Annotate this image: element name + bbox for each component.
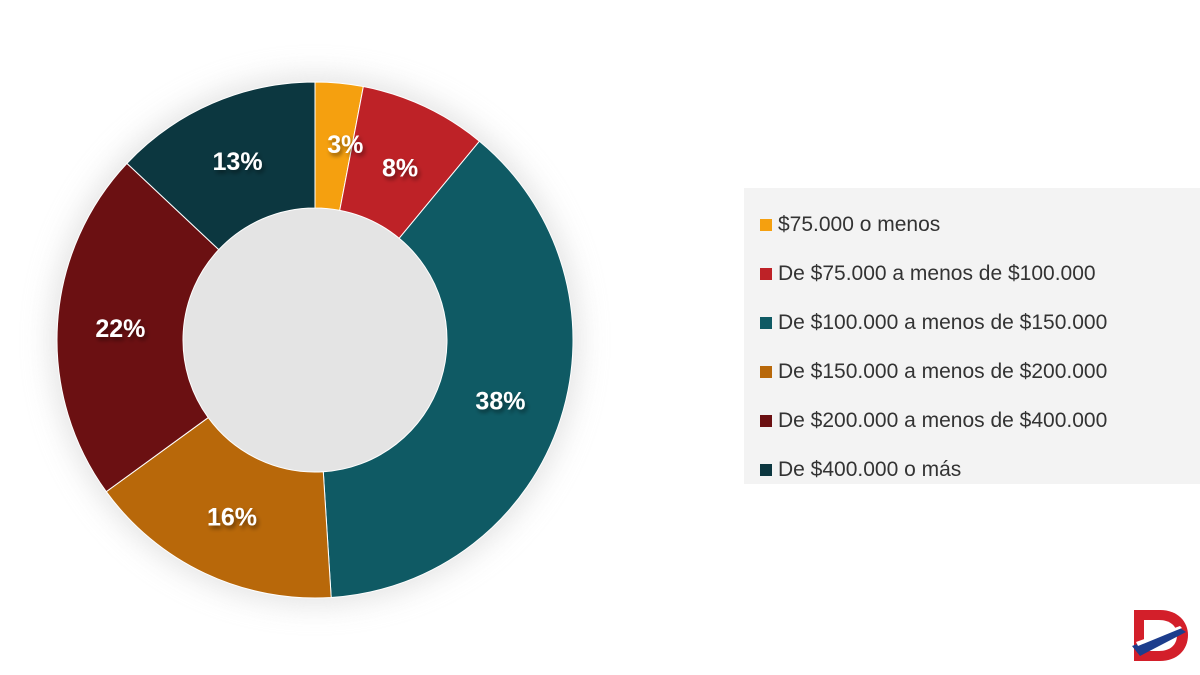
legend-swatch xyxy=(760,218,772,231)
legend: $75.000 o menos De $75.000 a menos de $10… xyxy=(744,188,1200,484)
slices xyxy=(56,81,574,599)
legend-swatch xyxy=(760,267,772,280)
slice-label-4: 16% xyxy=(207,503,257,531)
legend-item: De $400.000 o más xyxy=(744,445,1200,494)
legend-label: De $400.000 o más xyxy=(778,457,962,481)
legend-item: De $200.000 a menos de $400.000 xyxy=(744,396,1200,445)
legend-label: De $150.000 a menos de $200.000 xyxy=(778,359,1108,383)
legend-item: De $100.000 a menos de $150.000 xyxy=(744,298,1200,347)
slice-label-2: 8% xyxy=(382,155,418,183)
slice-labels: 3% 8% 38% 16% 22% 13% xyxy=(95,131,525,532)
legend-swatch xyxy=(760,463,772,476)
slice-5 xyxy=(56,162,220,493)
legend-swatch xyxy=(760,365,772,378)
donut-chart: 3% 8% 38% 16% 22% 13% xyxy=(50,75,580,605)
donut-chart-svg: 3% 8% 38% 16% 22% 13% xyxy=(50,75,580,605)
legend-swatch xyxy=(760,316,772,329)
legend-label: De $200.000 a menos de $400.000 xyxy=(778,408,1108,432)
legend-label: $75.000 o menos xyxy=(778,212,941,236)
slice-label-6: 13% xyxy=(213,148,263,176)
slice-label-3: 38% xyxy=(475,387,525,415)
legend-label: De $75.000 a menos de $100.000 xyxy=(778,261,1096,285)
slice-3 xyxy=(322,140,574,599)
legend-item: De $75.000 a menos de $100.000 xyxy=(744,249,1200,298)
brand-d-logo-icon xyxy=(1132,610,1188,661)
legend-item: $75.000 o menos xyxy=(744,200,1200,249)
brand-logo xyxy=(1130,606,1190,664)
legend-label: De $100.000 a menos de $150.000 xyxy=(778,310,1108,334)
legend-swatch xyxy=(760,414,772,427)
slice-6 xyxy=(126,81,316,251)
legend-item: De $150.000 a menos de $200.000 xyxy=(744,347,1200,396)
slice-label-1: 3% xyxy=(327,131,363,159)
slice-4 xyxy=(105,416,332,599)
slice-label-5: 22% xyxy=(95,315,145,343)
